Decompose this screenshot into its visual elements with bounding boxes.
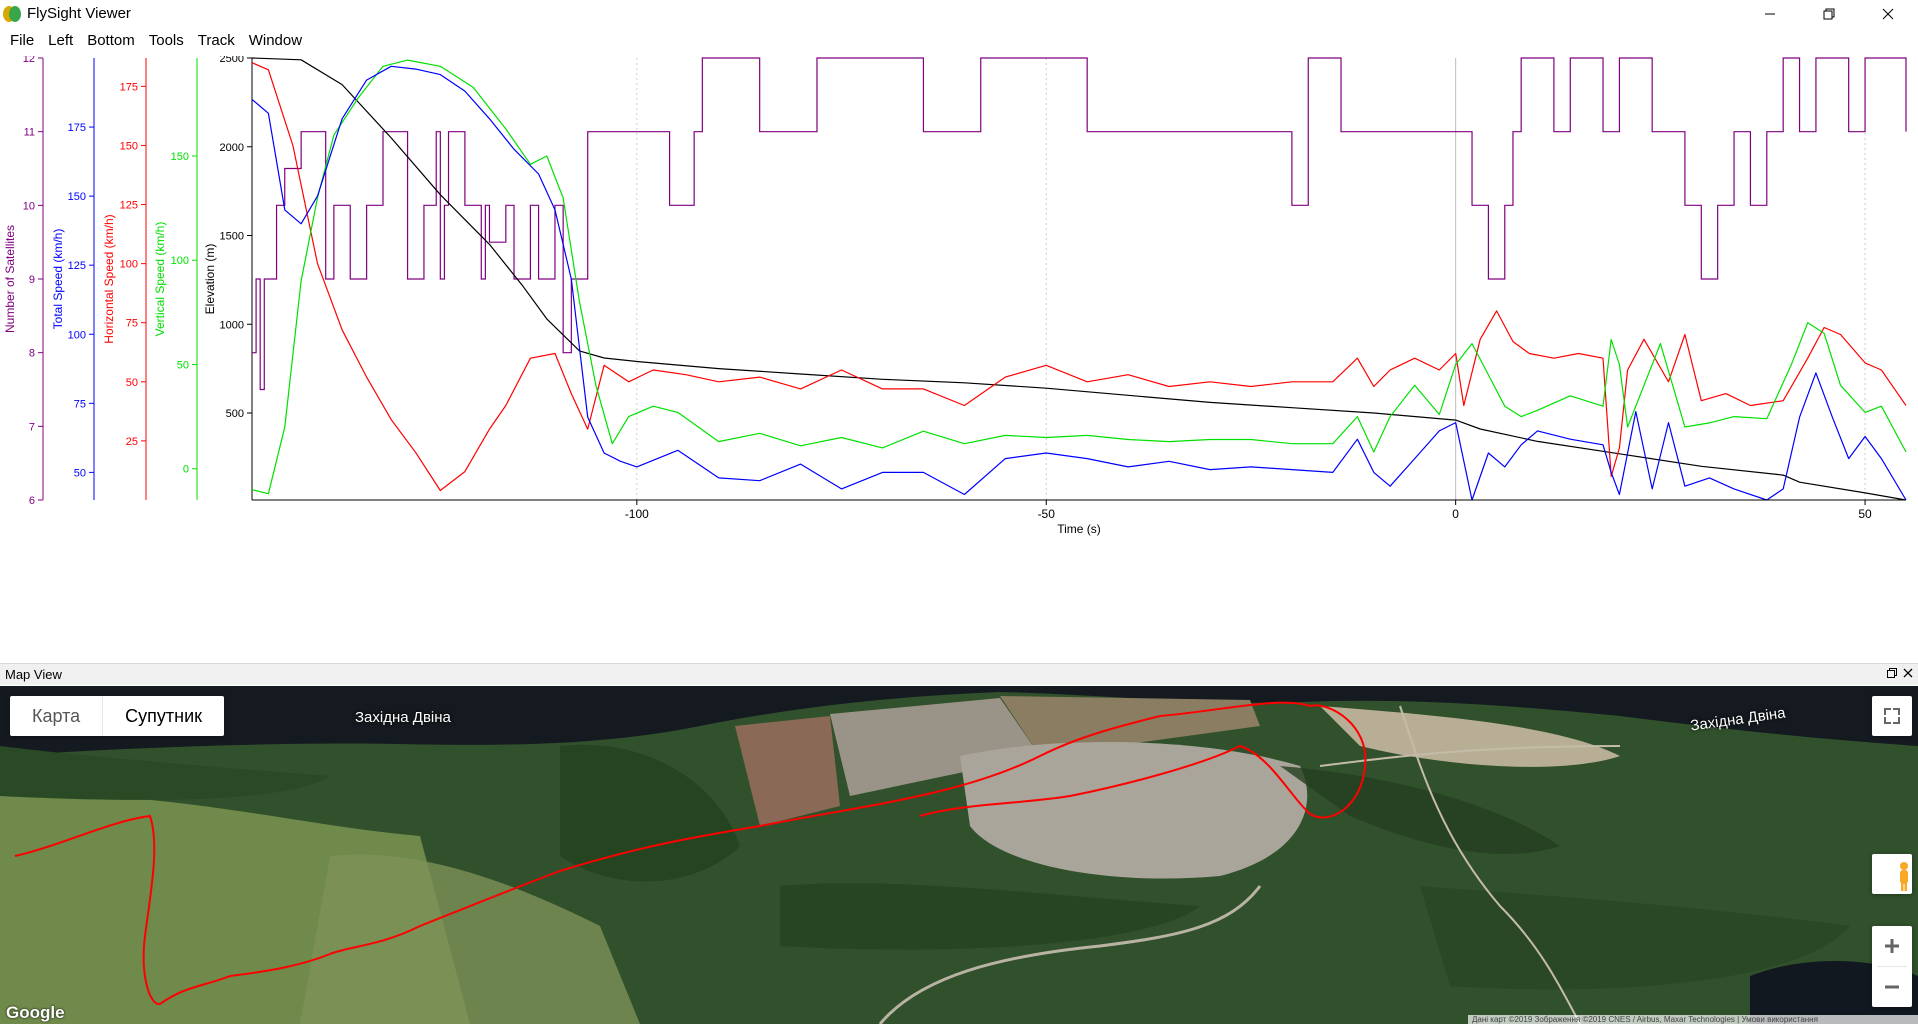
axis-tick-label-vert: 150 xyxy=(171,151,189,163)
axis-tick-label-horiz: 25 xyxy=(126,436,138,448)
menu-left[interactable]: Left xyxy=(48,32,74,49)
fullscreen-button[interactable] xyxy=(1872,696,1912,736)
restore-button[interactable] xyxy=(1806,0,1852,28)
axis-tick-label-sat: 10 xyxy=(23,200,35,212)
axis-tick-label-sat: 12 xyxy=(23,56,35,65)
axis-tick-label-horiz: 100 xyxy=(120,259,138,271)
series-elevation xyxy=(251,57,1907,501)
plus-icon xyxy=(1885,939,1899,953)
axis-tick-label-total: 175 xyxy=(68,122,86,134)
series-satellites xyxy=(252,57,1907,391)
axis-tick-label-total: 125 xyxy=(68,260,86,272)
menu-track[interactable]: Track xyxy=(197,32,235,49)
map-type-map-button[interactable]: Карта xyxy=(32,706,81,726)
axis-label-elev: Elevation (m) xyxy=(203,244,217,315)
close-button[interactable] xyxy=(1865,0,1911,28)
axis-tick-label-total: 100 xyxy=(68,329,86,341)
zoom-in-button[interactable] xyxy=(1872,926,1912,966)
river-label: Західна Двіна xyxy=(355,709,451,726)
x-tick-label: 50 xyxy=(1858,507,1872,521)
pegman-icon xyxy=(1900,862,1908,891)
series-total-speed xyxy=(251,65,1907,501)
title-bar: FlySight Viewer xyxy=(0,0,1918,28)
axis-tick-label-vert: 0 xyxy=(183,464,189,476)
axis-tick-label-sat: 8 xyxy=(29,348,35,360)
axis-tick-label-elev: 2000 xyxy=(220,142,244,154)
axis-label-sat: Number of Satellites xyxy=(3,225,17,333)
axis-tick-label-horiz: 175 xyxy=(120,81,138,93)
map-type-satellite-button[interactable]: Супутник xyxy=(102,696,224,736)
axis-tick-label-total: 150 xyxy=(68,191,86,203)
street-view-button[interactable] xyxy=(1872,854,1912,894)
x-tick-label: 0 xyxy=(1452,507,1459,521)
x-tick-label: -100 xyxy=(625,507,649,521)
satellite-imagery xyxy=(0,686,1918,1024)
minus-icon xyxy=(1885,985,1899,989)
axis-tick-label-horiz: 125 xyxy=(120,200,138,212)
map-type-control: Карта Супутник xyxy=(10,696,225,736)
map-attribution[interactable]: Дані карт ©2019 Зображення ©2019 CNES / … xyxy=(1468,1015,1918,1024)
zoom-divider xyxy=(1877,966,1907,967)
google-logo: Google xyxy=(6,1003,65,1022)
menu-bar: File Left Bottom Tools Track Window xyxy=(0,30,1918,54)
axis-tick-label-elev: 2500 xyxy=(220,56,244,65)
axis-tick-label-vert: 100 xyxy=(171,255,189,267)
dock-close-button[interactable] xyxy=(1900,666,1916,682)
plot-area[interactable]: 6 7 8 9 10 11 12 Number of Satellites 50 75 100 125… xyxy=(0,56,1918,656)
axis-tick-label-total: 75 xyxy=(74,398,86,410)
axis-tick-label-total: 50 xyxy=(74,467,86,479)
axis-tick-label-horiz: 150 xyxy=(120,140,138,152)
menu-tools[interactable]: Tools xyxy=(148,32,184,49)
fullscreen-icon xyxy=(1884,708,1900,724)
axis-label-vert: Vertical Speed (km/h) xyxy=(153,222,167,337)
axis-label-total: Total Speed (km/h) xyxy=(51,229,65,330)
map-view-dock-header: Map View xyxy=(0,663,1918,685)
close-icon xyxy=(1882,8,1894,20)
axis-tick-label-sat: 9 xyxy=(29,274,35,286)
axis-tick-label-sat: 6 xyxy=(29,495,35,507)
series-vertical-speed xyxy=(251,59,1907,495)
axis-tick-label-sat: 11 xyxy=(24,127,35,139)
x-tick-label: -50 xyxy=(1038,507,1056,521)
menu-window[interactable]: Window xyxy=(248,32,303,49)
satellite-map[interactable]: Карта Супутник Західна Двіна Західна Дві… xyxy=(0,686,1918,1024)
axis-tick-label-sat: 7 xyxy=(29,421,35,433)
dock-float-button[interactable] xyxy=(1884,666,1900,682)
series-horizontal-speed xyxy=(251,62,1907,492)
flysight-app-icon xyxy=(3,6,21,22)
plot-grid xyxy=(636,58,1866,500)
float-icon xyxy=(1887,668,1897,678)
axis-tick-label-horiz: 50 xyxy=(126,377,138,389)
axis-tick-label-horiz: 75 xyxy=(126,318,138,330)
y-axes: 6 7 8 9 10 11 12 Number of Satellites 50 75 100 125… xyxy=(3,56,253,507)
zoom-out-button[interactable] xyxy=(1872,967,1912,1007)
menu-bottom[interactable]: Bottom xyxy=(87,32,135,49)
axis-tick-label-elev: 500 xyxy=(226,408,244,420)
axis-label-horiz: Horizontal Speed (km/h) xyxy=(102,214,116,343)
plot-frame: -100 -50 0 50 Time (s) xyxy=(252,499,1906,536)
map-view-title: Map View xyxy=(5,667,62,682)
minimize-button[interactable] xyxy=(1747,0,1793,28)
restore-icon xyxy=(1823,8,1835,20)
menu-file[interactable]: File xyxy=(10,32,35,49)
axis-tick-label-vert: 50 xyxy=(177,359,189,371)
zoom-control xyxy=(1872,926,1912,1007)
minimize-icon xyxy=(1765,13,1775,15)
window-title: FlySight Viewer xyxy=(27,5,131,22)
axis-tick-label-elev: 1000 xyxy=(220,319,244,331)
close-icon xyxy=(1903,668,1913,678)
axis-tick-label-elev: 1500 xyxy=(220,231,244,243)
x-axis-label: Time (s) xyxy=(1057,522,1101,536)
plot-series xyxy=(251,57,1907,501)
